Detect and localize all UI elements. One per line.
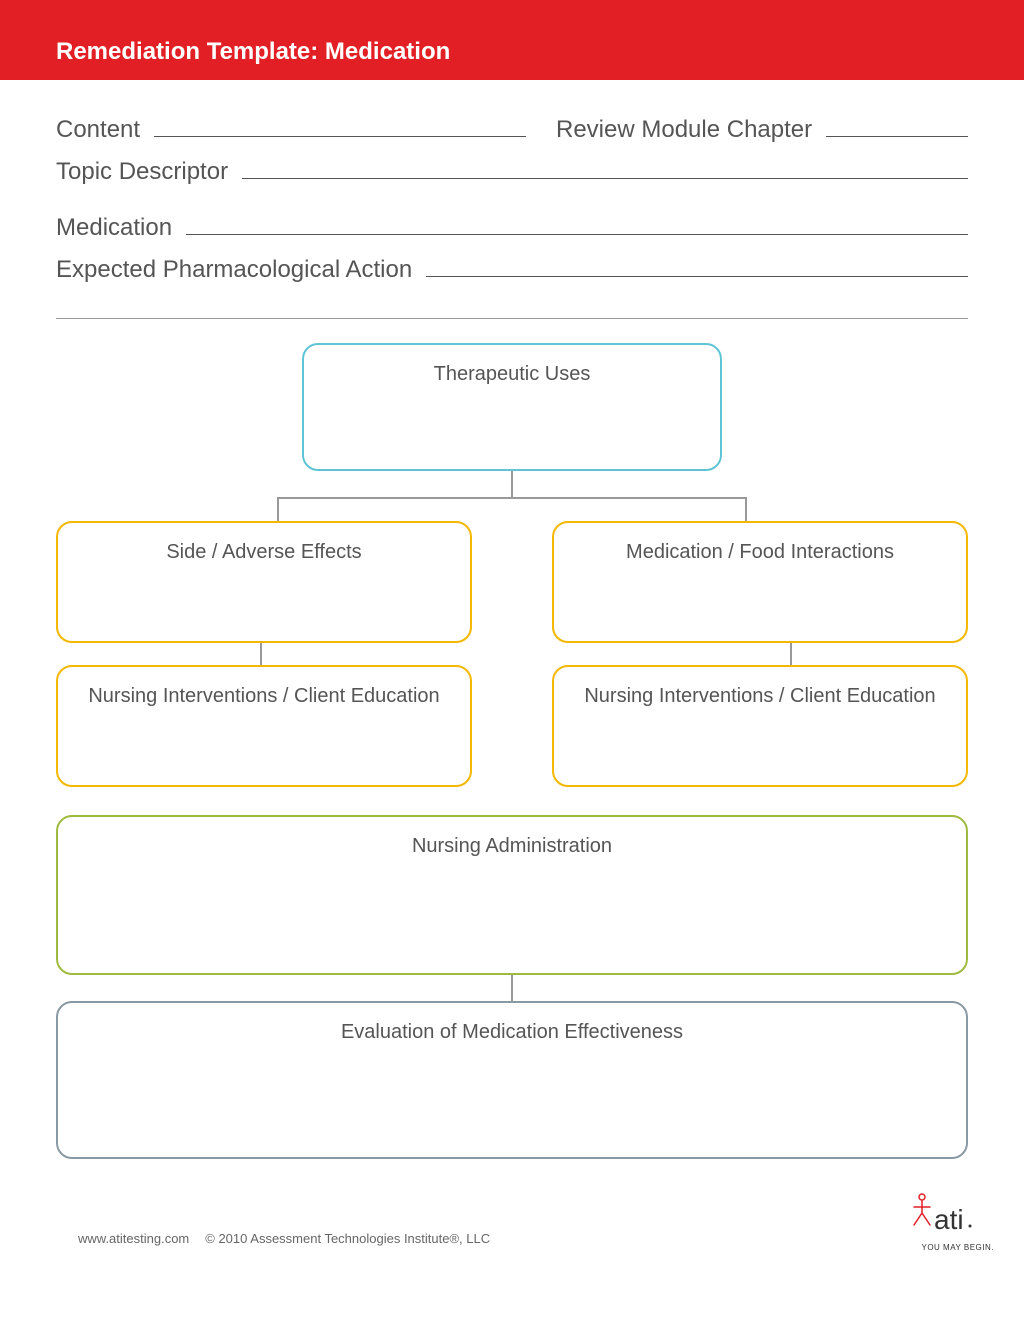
label-expected-action: Expected Pharmacological Action bbox=[56, 256, 412, 284]
row-medication: Medication bbox=[56, 214, 968, 242]
connector-v-pair-top bbox=[277, 499, 747, 521]
divider bbox=[56, 318, 968, 319]
footer-text: www.atitesting.com © 2010 Assessment Tec… bbox=[78, 1231, 490, 1252]
line-content bbox=[154, 135, 526, 137]
box-therapeutic-label: Therapeutic Uses bbox=[434, 363, 591, 385]
svg-text:ati: ati bbox=[934, 1204, 964, 1235]
connector-v-top bbox=[511, 471, 513, 497]
box-evaluation: Evaluation of Medication Effectiveness bbox=[56, 1001, 968, 1159]
connector-v-bottom bbox=[511, 975, 513, 1001]
label-topic: Topic Descriptor bbox=[56, 158, 228, 186]
row-expected-action: Expected Pharmacological Action bbox=[56, 256, 968, 284]
logo-tagline: YOU MAY BEGIN. bbox=[922, 1243, 995, 1252]
box-food-interactions: Medication / Food Interactions bbox=[552, 521, 968, 643]
box-food-interactions-label: Medication / Food Interactions bbox=[626, 541, 894, 563]
label-medication: Medication bbox=[56, 214, 172, 242]
footer-copyright: © 2010 Assessment Technologies Institute… bbox=[205, 1231, 490, 1246]
box-evaluation-label: Evaluation of Medication Effectiveness bbox=[341, 1021, 683, 1043]
box-nursing-right: Nursing Interventions / Client Education bbox=[552, 665, 968, 787]
label-review-chapter: Review Module Chapter bbox=[556, 116, 812, 144]
line-review-chapter bbox=[826, 135, 968, 137]
box-nursing-administration: Nursing Administration bbox=[56, 815, 968, 975]
logo: ati YOU MAY BEGIN. bbox=[894, 1191, 994, 1252]
box-nursing-right-label: Nursing Interventions / Client Education bbox=[584, 685, 935, 707]
content-area: Content Review Module Chapter Topic Desc… bbox=[0, 80, 1024, 1179]
row-effects-interactions: Side / Adverse Effects Medication / Food… bbox=[56, 521, 968, 643]
diagram: Therapeutic Uses Side / Adverse Effects … bbox=[56, 343, 968, 1159]
page-title: Remediation Template: Medication bbox=[56, 38, 1024, 66]
row-content-review: Content Review Module Chapter bbox=[56, 116, 968, 144]
box-nursing-left-label: Nursing Interventions / Client Education bbox=[88, 685, 439, 707]
header: Remediation Template: Medication bbox=[0, 0, 1024, 80]
line-medication bbox=[186, 233, 968, 235]
ati-logo-icon: ati bbox=[894, 1191, 994, 1239]
line-topic bbox=[242, 177, 968, 179]
box-nursing-left: Nursing Interventions / Client Education bbox=[56, 665, 472, 787]
footer-url: www.atitesting.com bbox=[78, 1231, 189, 1246]
footer: www.atitesting.com © 2010 Assessment Tec… bbox=[0, 1179, 1024, 1272]
line-expected-action bbox=[426, 275, 968, 277]
box-administration-label: Nursing Administration bbox=[412, 835, 612, 857]
label-content: Content bbox=[56, 116, 140, 144]
row-nursing-interventions: Nursing Interventions / Client Education… bbox=[56, 665, 968, 787]
row-topic: Topic Descriptor bbox=[56, 158, 968, 186]
box-therapeutic-uses: Therapeutic Uses bbox=[302, 343, 722, 471]
box-side-effects: Side / Adverse Effects bbox=[56, 521, 472, 643]
connector-v-pair-mid bbox=[56, 643, 996, 665]
box-side-effects-label: Side / Adverse Effects bbox=[166, 541, 361, 563]
